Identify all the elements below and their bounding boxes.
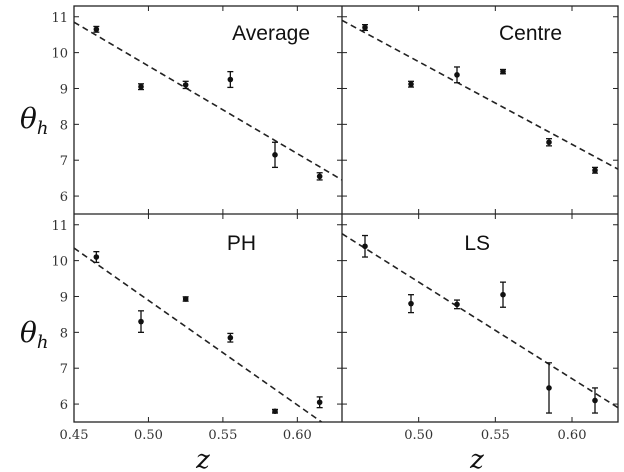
data-point	[362, 243, 368, 250]
data-point	[182, 296, 189, 302]
y-tick-label: 11	[51, 11, 68, 26]
data-point	[182, 82, 189, 88]
panel-title: PH	[227, 232, 256, 255]
data-point	[408, 81, 414, 87]
y-axis-label-bottom: θh	[20, 316, 48, 353]
x-tick-label: 0.55	[481, 428, 510, 443]
panel-centre: Centre	[342, 19, 618, 174]
data-point	[316, 399, 323, 406]
panel-ph: PH	[74, 232, 323, 422]
panels-layer: Average Centre PH LS	[74, 19, 618, 422]
data-point	[362, 24, 368, 31]
data-point	[272, 152, 278, 158]
panel-title: LS	[464, 232, 490, 255]
x-tick-label: 0.60	[283, 428, 312, 443]
tick-layer: 6 7 8 9 10 11 6 7 8 9 10 11 0.45 0.50 0.55 0.60 0.50 0.55…	[51, 6, 618, 443]
data-point	[454, 301, 460, 308]
fit-line	[342, 19, 618, 170]
panel-title: Centre	[499, 22, 562, 45]
y-tick-label: 7	[60, 362, 68, 377]
data-point	[592, 167, 598, 174]
y-tick-label: 7	[60, 154, 68, 169]
data-point	[592, 397, 598, 404]
x-axis-label-left: z	[195, 445, 210, 472]
figure-frame	[73, 5, 619, 423]
panel-average: Average	[74, 21, 342, 181]
data-point	[93, 254, 100, 260]
data-point	[227, 76, 234, 83]
data-point	[272, 408, 278, 415]
y-tick-label: 9	[60, 290, 68, 305]
x-axis-label-right: z	[469, 445, 484, 472]
panel-ls: LS	[342, 232, 618, 414]
y-axis-label-top: θh	[20, 102, 48, 139]
data-point	[138, 318, 144, 325]
data-point	[138, 83, 144, 90]
x-tick-label: 0.50	[134, 428, 163, 443]
data-point	[546, 385, 552, 391]
y-tick-label: 10	[51, 47, 68, 62]
x-tick-label: 0.45	[60, 428, 89, 443]
data-point	[500, 68, 506, 75]
y-tick-label: 8	[60, 326, 68, 341]
y-tick-label: 9	[60, 82, 68, 97]
fit-line	[74, 21, 342, 181]
data-point	[93, 26, 100, 33]
x-tick-label: 0.50	[404, 428, 433, 443]
x-tick-label: 0.60	[558, 428, 587, 443]
y-tick-label: 11	[51, 219, 68, 234]
x-tick-label: 0.55	[208, 428, 237, 443]
data-point	[408, 300, 414, 307]
data-point	[546, 139, 552, 146]
data-point	[227, 334, 234, 341]
fit-line	[74, 247, 323, 422]
y-tick-label: 6	[60, 398, 68, 413]
data-point	[500, 291, 506, 298]
y-tick-label: 10	[51, 255, 68, 270]
y-tick-label: 6	[60, 190, 68, 205]
panel-title: Average	[232, 22, 310, 45]
data-point	[454, 72, 460, 78]
data-point	[316, 173, 323, 180]
fit-line	[342, 233, 618, 409]
y-tick-label: 8	[60, 118, 68, 133]
